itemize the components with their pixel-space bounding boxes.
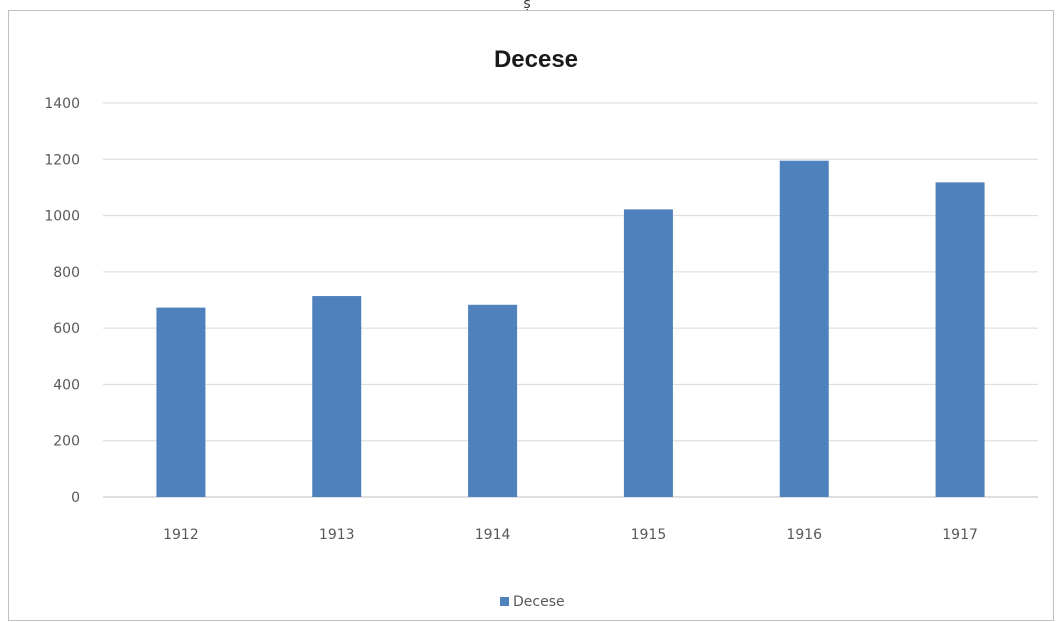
legend-swatch [500,597,509,606]
x-tick-label: 1913 [319,527,355,543]
bar-1916 [779,160,829,497]
bars [156,160,985,497]
y-tick-label: 600 [53,321,80,337]
x-tick-label: 1912 [163,527,199,543]
y-tick-label: 200 [53,434,80,450]
bar-1914 [468,304,518,497]
top-fragment-text: ș [523,0,530,12]
y-tick-label: 800 [53,265,80,281]
y-tick-label: 0 [71,490,80,506]
y-tick-label: 1200 [44,152,80,168]
x-tick-label: 1917 [942,527,978,543]
bar-1915 [623,209,673,497]
x-tick-label: 1915 [631,527,667,543]
y-axis-ticks: 0 200 400 600 800 1000 1200 1400 [44,96,80,506]
bar-1913 [312,296,362,497]
legend-label: Decese [513,594,565,610]
y-tick-label: 400 [53,377,80,393]
bar-1917 [935,182,985,497]
x-axis-ticks: 1912 1913 1914 1915 1916 1917 [163,527,978,543]
y-tick-label: 1000 [44,209,80,225]
y-tick-label: 1400 [44,96,80,112]
x-tick-label: 1916 [786,527,822,543]
x-tick-label: 1914 [475,527,511,543]
top-text-fragment: ș [523,0,530,12]
legend: Decese [500,594,565,610]
gridlines [103,102,1038,498]
chart-container: Decese 0 200 400 600 800 1000 1200 1400 1912 191… [8,10,1054,621]
bar-1912 [156,307,206,497]
chart-title: Decese [494,46,578,73]
